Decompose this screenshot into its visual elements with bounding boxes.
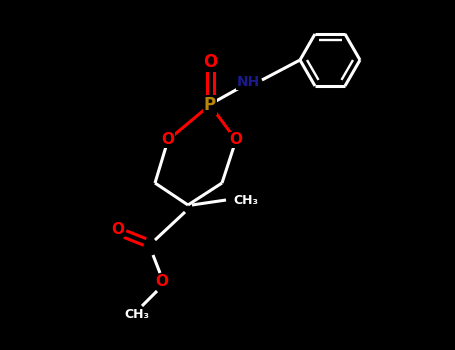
Text: CH₃: CH₃ (125, 308, 150, 322)
Text: O: O (156, 274, 168, 289)
Text: P: P (204, 96, 216, 114)
Text: O: O (162, 133, 175, 147)
Text: O: O (229, 133, 243, 147)
Text: O: O (111, 222, 125, 237)
Text: O: O (203, 53, 217, 71)
Text: NH: NH (237, 75, 260, 89)
Text: CH₃: CH₃ (233, 194, 258, 206)
